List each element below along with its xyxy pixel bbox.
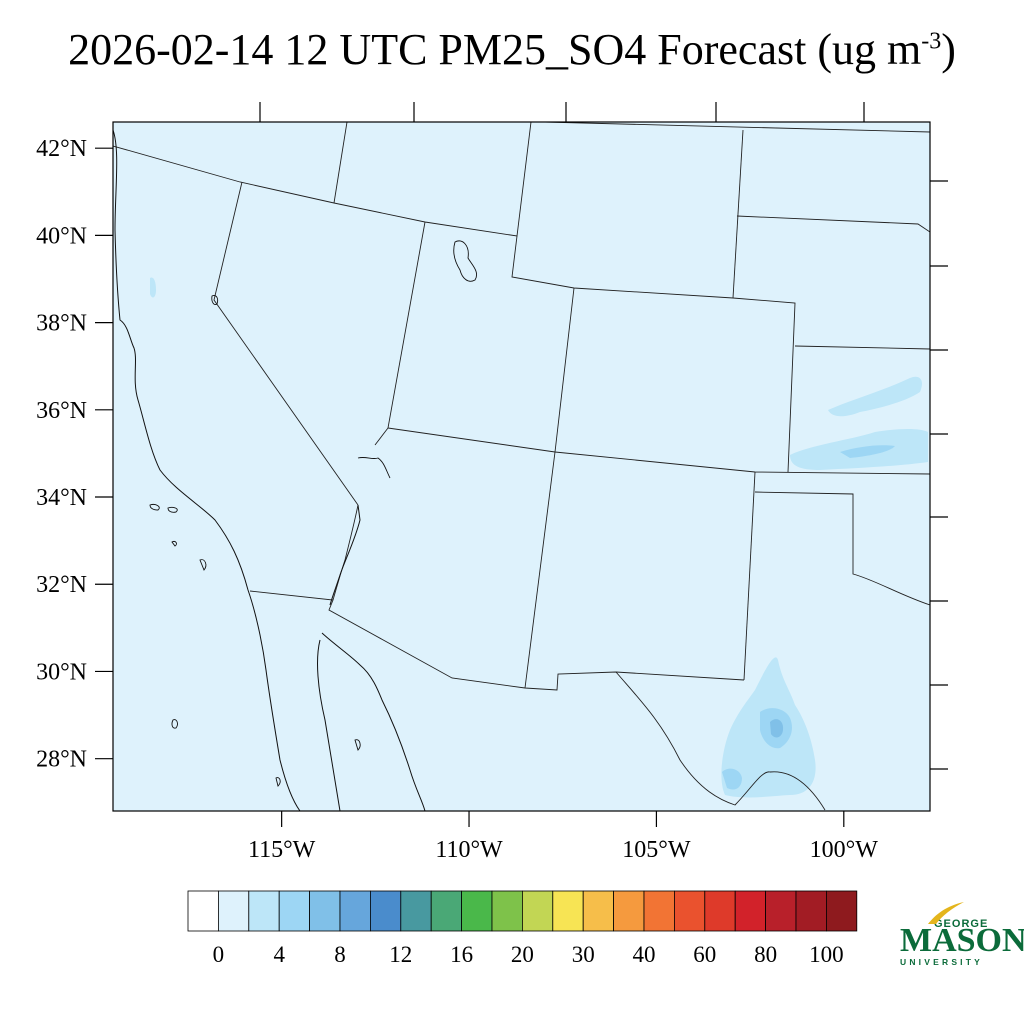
colorbar-swatch [339,890,371,932]
island-5 [199,559,207,571]
great-salt-lake [453,240,478,282]
title-tail: ) [941,25,956,74]
colorbar-swatch [704,890,736,932]
patch-nevada [150,277,156,298]
x-tick-label: 110°W [435,837,503,863]
colorbar-labels: 0 4 8 12 16 20 30 40 60 80 100 [213,942,844,967]
colorbar-swatch [400,890,432,932]
title-superscript: -3 [921,28,942,55]
map-title: 2026-02-14 12 UTC PM25_SO4 Forecast (ug … [0,24,1024,75]
patch-kansas [828,376,922,417]
colorbar-label: 0 [213,942,225,967]
island-3 [171,541,177,547]
patch-texas-3 [722,768,742,790]
concentration-patches-high [770,719,784,738]
logo-george: GEORGE [934,918,989,930]
colorbar-swatch [522,890,554,932]
island-7 [275,777,281,787]
map-background [113,122,930,811]
x-tick-label: 105°W [622,837,691,863]
colorbar-swatch [461,890,493,932]
colorbar-label: 8 [334,942,346,967]
lakes-islands [149,240,478,787]
logo-university: UNIVERSITY [900,957,984,967]
coastlines [113,129,426,811]
island-6 [354,739,361,751]
title-text: 2026-02-14 12 UTC PM25_SO4 Forecast (ug … [68,25,922,74]
state-boundaries [113,122,930,811]
colorbar-label: 100 [809,942,844,967]
y-tick-label: 40°N [36,223,87,249]
y-tick-label: 38°N [36,311,87,337]
lake-tahoe [211,295,219,305]
lake-mead [357,456,391,479]
channel-islands-1 [149,504,160,511]
colorbar-swatch [217,890,250,932]
x-tick-label: 115°W [248,837,316,863]
gmu-logo: GEORGE MASON UNIVERSITY [898,900,1024,970]
colorbar-swatch [309,890,341,932]
colorbar-swatch [430,890,463,932]
axis-ticks [95,102,948,827]
colorbar-swatch [734,890,767,932]
colorbar-label: 20 [511,942,534,967]
colorbar-swatch [278,890,311,932]
colorbar [187,890,858,932]
colorbar-label: 12 [389,942,412,967]
y-tick-label: 34°N [36,485,87,511]
x-tick-label: 100°W [810,837,879,863]
y-tick-label: 42°N [36,136,87,162]
logo-flame-icon [928,902,964,924]
colorbar-swatch [795,890,827,932]
colorbar-label: 40 [633,942,656,967]
colorbar-swatch [582,890,615,932]
colorbar-swatch [369,890,402,932]
colorbar-swatch [552,890,584,932]
colorbar-swatch [613,890,645,932]
colorbar-swatch [765,890,797,932]
patch-texas-4 [770,719,784,738]
y-tick-label: 28°N [36,747,87,773]
colorbar-label: 30 [572,942,595,967]
colorbar-label: 4 [273,942,285,967]
colorbar-swatch [643,890,675,932]
colorbar-label: 60 [693,942,716,967]
y-tick-label: 32°N [36,572,87,598]
colorbar-swatch [826,890,858,932]
island-4 [171,719,178,729]
patch-oklahoma-2 [840,445,895,458]
colorbar-swatch [248,890,280,932]
colorbar-label: 16 [450,942,473,967]
colorbar-label: 80 [754,942,777,967]
y-tick-label: 30°N [36,659,87,685]
logo-mason: MASON [900,922,1024,959]
colorbar-swatch [674,890,706,932]
axis-labels: 115°W 110°W 105°W 100°W 42°N 40°N 38°N 36°N 34°N… [36,136,878,863]
y-tick-label: 36°N [36,398,87,424]
colorbar-swatch [187,890,219,932]
map-frame [112,121,931,812]
channel-islands-2 [167,506,178,513]
colorbar-swatch [491,890,523,932]
